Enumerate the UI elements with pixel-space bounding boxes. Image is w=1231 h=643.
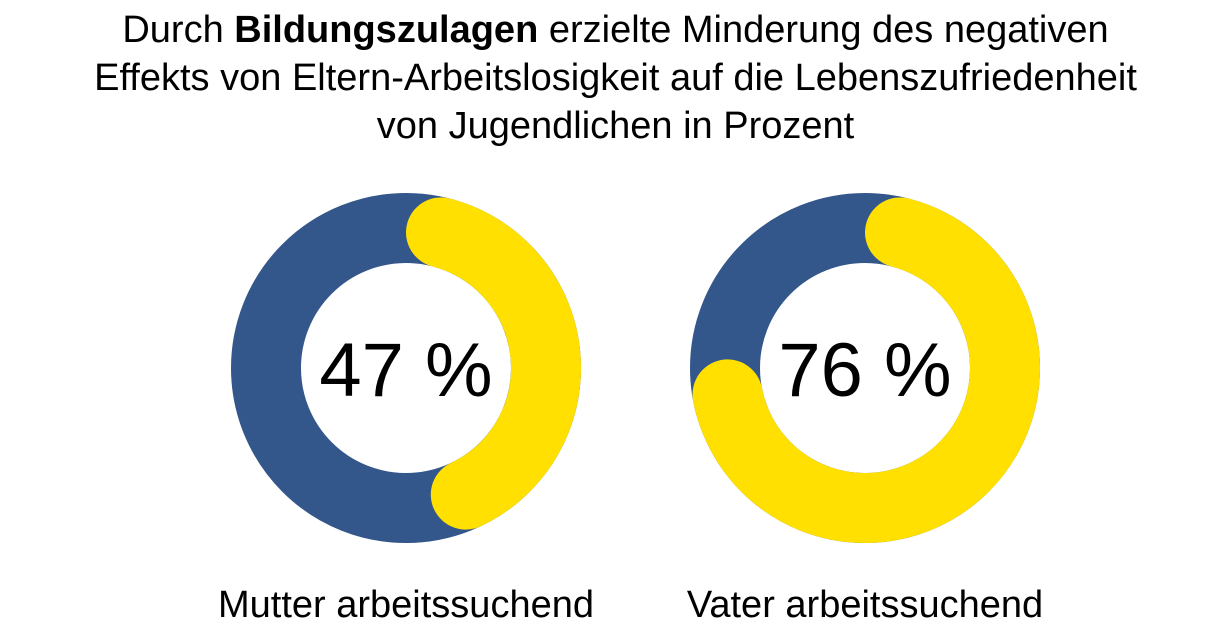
donut-mother-center-label: 47 %	[319, 328, 492, 413]
donut-father-caption: Vater arbeitssuchend	[686, 584, 1044, 626]
donut-mother-caption: Mutter arbeitssuchend	[218, 584, 594, 626]
donut-mother-value-arc	[406, 197, 581, 530]
chart-title: Durch Bildungszulagen erzielte Minderung…	[0, 6, 1231, 150]
title-line3: von Jugendlichen in Prozent	[376, 105, 855, 147]
title-line1: Durch Bildungszulagen erzielte Minderung…	[122, 9, 1108, 51]
donut-father-value-arc	[692, 197, 1040, 543]
title-line1-post: erzielte Minderung des negativen	[538, 9, 1109, 51]
donut-father-center-label: 76 %	[778, 328, 951, 413]
title-line1-bold: Bildungszulagen	[234, 9, 539, 51]
title-line2: Effekts von Eltern-Arbeitslosigkeit auf …	[94, 57, 1137, 99]
title-line1-pre: Durch	[122, 9, 235, 51]
donut-father: 76 %	[690, 193, 1040, 543]
donut-mother: 47 %	[231, 193, 581, 543]
